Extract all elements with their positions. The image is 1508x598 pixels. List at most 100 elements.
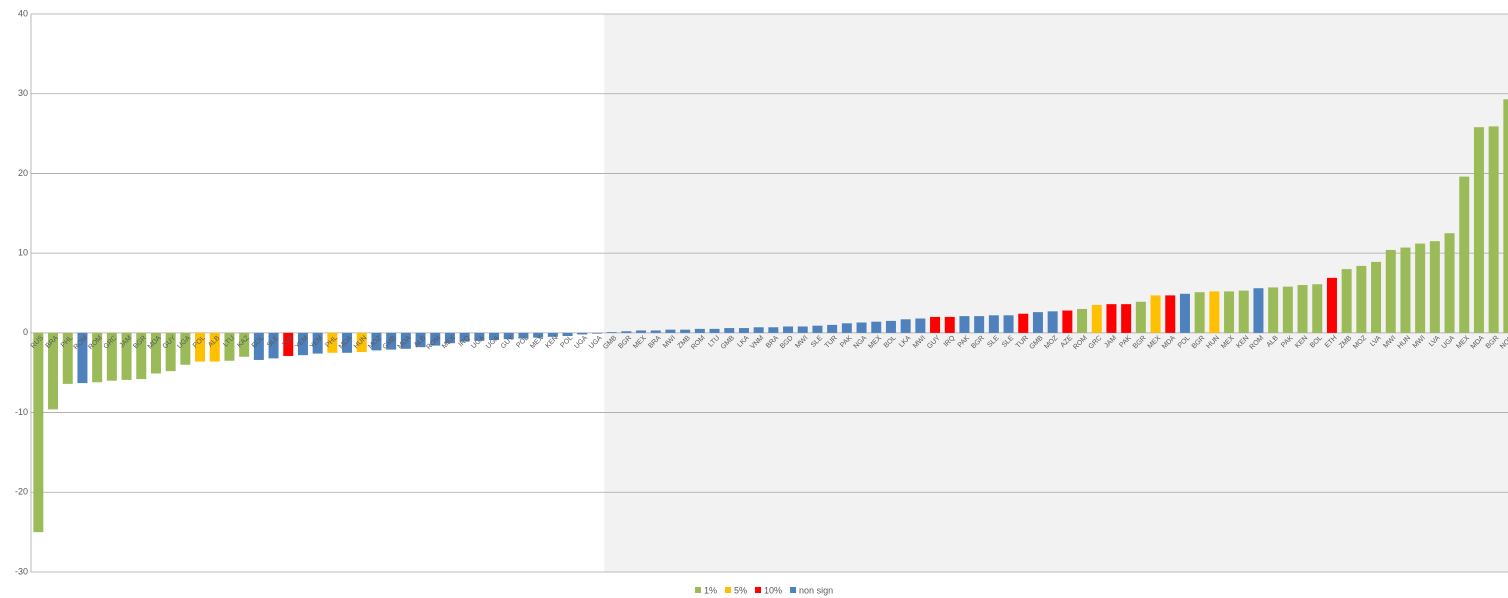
- bar: [1003, 315, 1014, 333]
- bar: [974, 316, 985, 333]
- bar: [62, 332, 73, 384]
- bar: [121, 332, 132, 380]
- legend-label: non sign: [799, 585, 833, 595]
- bar: [1179, 293, 1190, 333]
- bar: [312, 332, 323, 354]
- bar: [650, 330, 661, 333]
- bar: [724, 328, 735, 333]
- x-tick-label: NOR: [1499, 335, 1508, 351]
- y-tick-label: 20: [18, 168, 28, 178]
- bar: [342, 332, 353, 353]
- bar: [1150, 295, 1161, 333]
- bar: [371, 332, 382, 351]
- bar: [768, 327, 779, 333]
- bar: [209, 332, 220, 362]
- bar: [900, 319, 911, 333]
- bar: [562, 332, 573, 337]
- y-tick-label: -30: [15, 566, 28, 576]
- x-tick-label: KEN: [544, 335, 559, 350]
- bar: [1297, 285, 1308, 333]
- x-tick-label: UGA: [588, 334, 604, 350]
- y-tick-label: 30: [18, 88, 28, 98]
- bar: [1253, 288, 1264, 333]
- bar: [577, 332, 588, 335]
- bar: [1018, 313, 1029, 333]
- legend-swatch: [755, 587, 762, 593]
- bar: [797, 326, 808, 333]
- bar: [621, 331, 632, 333]
- bar: [753, 327, 764, 333]
- bar: [415, 332, 426, 348]
- bar: [1429, 241, 1440, 333]
- bar: [1444, 233, 1455, 333]
- bar: [783, 326, 794, 333]
- bar: [474, 332, 485, 341]
- bar: [606, 332, 617, 333]
- bar: [386, 332, 397, 350]
- bar: [106, 332, 117, 381]
- bar: [1371, 261, 1382, 333]
- bar: [694, 328, 705, 333]
- bar: [1047, 311, 1058, 333]
- bar: [518, 332, 529, 339]
- bar: [1473, 127, 1484, 333]
- bar: [33, 332, 44, 533]
- bar: [1503, 99, 1508, 333]
- bar: [195, 332, 206, 362]
- x-tick-label: UGA: [573, 334, 589, 350]
- bar: [959, 316, 970, 333]
- bar: [48, 332, 59, 410]
- bar: [1488, 126, 1499, 333]
- y-tick-label: 40: [18, 8, 28, 18]
- bar: [930, 316, 941, 333]
- bar: [1121, 304, 1132, 333]
- y-tick-label: -10: [15, 407, 28, 417]
- bar: [1106, 304, 1117, 333]
- bar: [856, 322, 867, 333]
- bar: [1165, 295, 1176, 333]
- bar: [224, 332, 235, 361]
- bar: [1385, 249, 1396, 333]
- bar: [1400, 247, 1411, 333]
- bar: [533, 332, 544, 338]
- legend-label: 1%: [704, 585, 717, 595]
- bar: [136, 332, 147, 380]
- bar: [915, 318, 926, 333]
- bar: [444, 332, 455, 344]
- legend-label: 10%: [764, 585, 782, 595]
- bar: [1135, 301, 1146, 333]
- bar: [356, 332, 367, 352]
- bar: [150, 332, 161, 374]
- bar: [459, 332, 470, 342]
- bar: [1062, 310, 1073, 333]
- bar: [709, 328, 720, 333]
- legend-swatch: [695, 587, 701, 593]
- bar: [253, 332, 264, 360]
- bar: [92, 332, 103, 383]
- bar: [400, 332, 411, 349]
- bar: [239, 332, 250, 357]
- bar: [1268, 287, 1279, 333]
- bar: [1415, 243, 1426, 333]
- bar: [327, 332, 338, 353]
- bar: [1238, 290, 1249, 333]
- bar: [1077, 308, 1088, 333]
- y-tick-label: 10: [18, 248, 28, 258]
- legend-swatch: [725, 587, 732, 593]
- bar: [871, 321, 882, 333]
- bar: [268, 332, 279, 359]
- bar: [1282, 286, 1293, 333]
- bar: [1312, 284, 1323, 333]
- bar: [1326, 277, 1337, 333]
- bar: [430, 332, 441, 346]
- bar: [1209, 291, 1220, 333]
- x-tick-label: POL: [559, 335, 574, 350]
- y-tick-label: -20: [15, 487, 28, 497]
- bar: [547, 332, 558, 337]
- y-tick-label: 0: [23, 327, 28, 337]
- bar: [1032, 312, 1043, 333]
- bar: [297, 332, 308, 356]
- bar: [1356, 265, 1367, 333]
- bar: [180, 332, 191, 365]
